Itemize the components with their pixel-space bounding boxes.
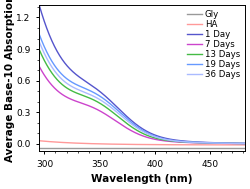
- HA: [169, 144, 172, 146]
- 7 Days: [50, 84, 53, 86]
- 13 Days: [50, 71, 53, 74]
- 36 Days: [157, 137, 160, 139]
- Gly: [38, 146, 40, 149]
- Line: 7 Days: 7 Days: [39, 66, 245, 144]
- 36 Days: [244, 142, 247, 145]
- 1 Day: [50, 39, 53, 41]
- Gly: [162, 146, 166, 149]
- 7 Days: [162, 140, 166, 142]
- Line: HA: HA: [39, 141, 245, 145]
- 36 Days: [162, 138, 166, 140]
- HA: [244, 144, 247, 146]
- 19 Days: [157, 136, 160, 139]
- 13 Days: [244, 142, 247, 145]
- 1 Day: [215, 142, 218, 144]
- 7 Days: [38, 65, 40, 67]
- HA: [50, 141, 53, 143]
- 19 Days: [215, 142, 218, 144]
- 7 Days: [215, 142, 218, 144]
- Y-axis label: Average Base-10 Absorption: Average Base-10 Absorption: [5, 0, 15, 162]
- 36 Days: [169, 139, 172, 141]
- 7 Days: [244, 143, 247, 145]
- 1 Day: [38, 3, 40, 5]
- 7 Days: [194, 142, 197, 144]
- 13 Days: [157, 138, 160, 140]
- 19 Days: [244, 142, 247, 145]
- 1 Day: [244, 142, 247, 145]
- 1 Day: [157, 135, 160, 138]
- Gly: [244, 146, 247, 149]
- 19 Days: [38, 33, 40, 35]
- 1 Day: [162, 137, 166, 139]
- HA: [157, 143, 160, 146]
- Gly: [194, 146, 197, 149]
- Line: 36 Days: 36 Days: [39, 41, 245, 143]
- 7 Days: [169, 140, 172, 143]
- 36 Days: [38, 40, 40, 42]
- 13 Days: [215, 142, 218, 144]
- 13 Days: [194, 141, 197, 144]
- Gly: [50, 146, 53, 149]
- 19 Days: [50, 60, 53, 62]
- 1 Day: [169, 138, 172, 140]
- 13 Days: [162, 139, 166, 141]
- HA: [215, 144, 218, 146]
- HA: [194, 144, 197, 146]
- Gly: [157, 146, 160, 149]
- Legend: Gly, HA, 1 Day, 7 Days, 13 Days, 19 Days, 36 Days: Gly, HA, 1 Day, 7 Days, 13 Days, 19 Days…: [186, 9, 241, 80]
- 19 Days: [162, 138, 166, 140]
- 7 Days: [157, 139, 160, 141]
- 19 Days: [194, 141, 197, 143]
- X-axis label: Wavelength (nm): Wavelength (nm): [91, 174, 193, 184]
- 36 Days: [194, 141, 197, 144]
- HA: [38, 140, 40, 142]
- 13 Days: [38, 48, 40, 50]
- 1 Day: [194, 141, 197, 143]
- 19 Days: [169, 139, 172, 141]
- 13 Days: [169, 140, 172, 142]
- Gly: [169, 146, 172, 149]
- 36 Days: [215, 142, 218, 144]
- 36 Days: [50, 65, 53, 68]
- Line: 1 Day: 1 Day: [39, 4, 245, 143]
- Line: 13 Days: 13 Days: [39, 49, 245, 143]
- HA: [162, 144, 166, 146]
- Gly: [215, 146, 218, 149]
- Line: 19 Days: 19 Days: [39, 34, 245, 143]
